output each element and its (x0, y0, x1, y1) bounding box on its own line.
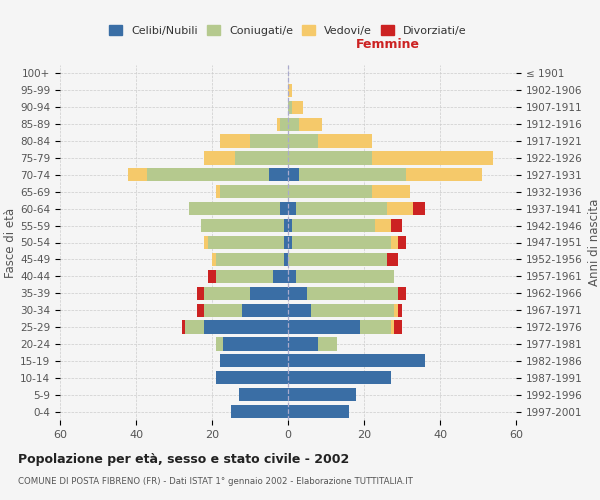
Bar (387, 202, 413, 215)
Bar (216, 270, 273, 283)
Bar (288, 219, 292, 232)
Bar (182, 320, 185, 334)
Y-axis label: Fasce di età: Fasce di età (4, 208, 17, 278)
Bar (288, 371, 391, 384)
Bar (394, 304, 398, 316)
Bar (391, 236, 398, 249)
Bar (288, 84, 292, 97)
Bar (208, 270, 216, 283)
Bar (288, 134, 319, 147)
Bar (148, 168, 269, 181)
Bar (277, 118, 280, 131)
Bar (288, 118, 299, 131)
Bar (292, 236, 391, 249)
Bar (231, 405, 288, 418)
Bar (250, 134, 288, 147)
Y-axis label: Anni di nascita: Anni di nascita (588, 199, 600, 286)
Bar (288, 185, 371, 198)
Bar (216, 338, 223, 350)
Bar (376, 219, 391, 232)
Bar (296, 202, 387, 215)
Bar (288, 338, 319, 350)
Text: Femmine: Femmine (356, 38, 421, 51)
Bar (205, 304, 242, 316)
Bar (269, 168, 288, 181)
Bar (398, 286, 406, 300)
Bar (280, 202, 288, 215)
Bar (299, 118, 322, 131)
Legend: Celibi/Nubili, Coniugati/e, Vedovi/e, Divorziati/e: Celibi/Nubili, Coniugati/e, Vedovi/e, Di… (105, 21, 471, 40)
Bar (205, 152, 235, 164)
Bar (387, 253, 398, 266)
Bar (288, 320, 360, 334)
Bar (288, 168, 299, 181)
Bar (223, 338, 288, 350)
Bar (216, 185, 220, 198)
Bar (311, 304, 394, 316)
Bar (288, 354, 425, 368)
Bar (288, 202, 296, 215)
Bar (284, 236, 288, 249)
Bar (319, 338, 337, 350)
Bar (288, 270, 296, 283)
Bar (288, 286, 307, 300)
Bar (307, 286, 398, 300)
Bar (197, 286, 205, 300)
Bar (288, 100, 292, 114)
Bar (212, 253, 216, 266)
Bar (288, 304, 311, 316)
Bar (391, 219, 402, 232)
Bar (406, 168, 482, 181)
Bar (216, 253, 284, 266)
Bar (220, 185, 288, 198)
Bar (394, 320, 402, 334)
Bar (288, 388, 356, 401)
Bar (288, 253, 387, 266)
Bar (413, 202, 425, 215)
Bar (360, 320, 391, 334)
Bar (216, 371, 288, 384)
Bar (299, 168, 406, 181)
Bar (284, 253, 288, 266)
Bar (284, 219, 288, 232)
Bar (371, 152, 493, 164)
Bar (280, 118, 288, 131)
Bar (235, 152, 288, 164)
Text: COMUNE DI POSTA FIBRENO (FR) - Dati ISTAT 1° gennaio 2002 - Elaborazione TUTTITA: COMUNE DI POSTA FIBRENO (FR) - Dati ISTA… (18, 478, 413, 486)
Bar (205, 320, 288, 334)
Bar (205, 236, 208, 249)
Bar (319, 134, 371, 147)
Bar (288, 152, 371, 164)
Bar (296, 270, 394, 283)
Bar (288, 236, 292, 249)
Bar (205, 286, 250, 300)
Bar (185, 320, 205, 334)
Bar (220, 354, 288, 368)
Bar (398, 236, 406, 249)
Bar (371, 185, 410, 198)
Bar (273, 270, 288, 283)
Bar (391, 320, 394, 334)
Bar (220, 134, 250, 147)
Bar (189, 202, 280, 215)
Bar (398, 304, 402, 316)
Bar (239, 388, 288, 401)
Bar (292, 100, 303, 114)
Bar (208, 236, 284, 249)
Bar (200, 219, 284, 232)
Bar (250, 286, 288, 300)
Bar (197, 304, 205, 316)
Bar (242, 304, 288, 316)
Bar (288, 405, 349, 418)
Bar (128, 168, 148, 181)
Bar (292, 219, 376, 232)
Text: Popolazione per età, sesso e stato civile - 2002: Popolazione per età, sesso e stato civil… (18, 452, 349, 466)
